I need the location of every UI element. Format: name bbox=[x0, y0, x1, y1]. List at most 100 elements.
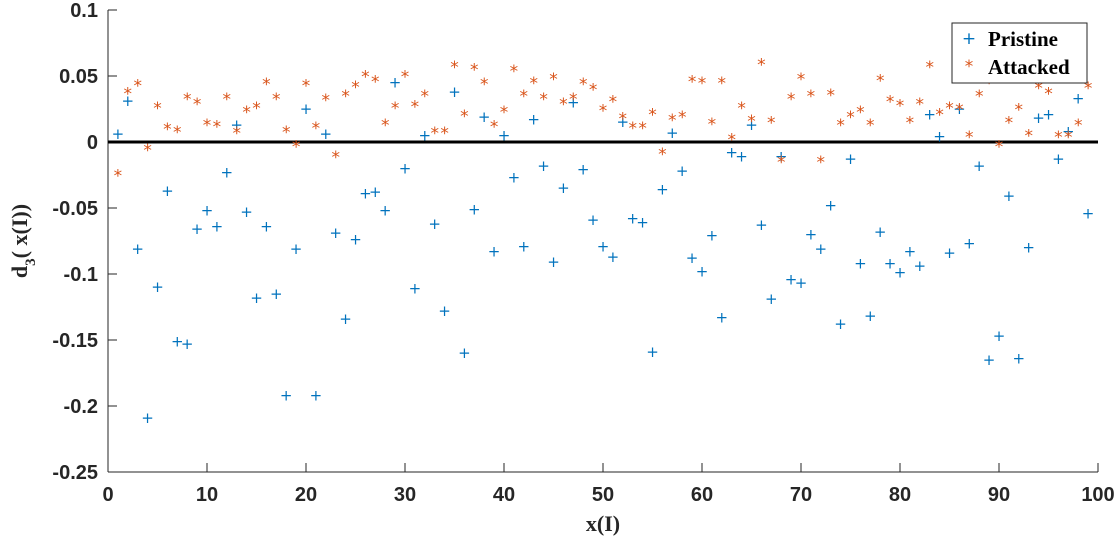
data-point-attacked: * bbox=[609, 92, 618, 112]
data-point-pristine: + bbox=[953, 100, 966, 118]
data-point-pristine: + bbox=[537, 157, 550, 175]
data-point-attacked: * bbox=[846, 108, 855, 128]
data-point-attacked: * bbox=[282, 123, 291, 143]
legend-marker-attacked: * bbox=[965, 57, 974, 77]
data-point-attacked: * bbox=[807, 87, 816, 107]
x-axis-ticks: 0 10 20 30 40 50 60 70 80 90 100 bbox=[102, 463, 1115, 506]
data-point-attacked: * bbox=[124, 84, 133, 104]
data-point-pristine: + bbox=[755, 216, 768, 234]
data-point-pristine: + bbox=[745, 116, 758, 134]
data-point-pristine: + bbox=[240, 203, 253, 221]
data-point-attacked: * bbox=[183, 90, 192, 110]
data-point-pristine: + bbox=[943, 244, 956, 262]
y-tick-label: -0.15 bbox=[52, 330, 98, 352]
data-point-attacked: * bbox=[193, 95, 202, 115]
series-layer: ++++++++++++++++++++++++++++++++++++++++… bbox=[112, 55, 1095, 426]
data-point-attacked: * bbox=[856, 103, 865, 123]
x-axis-label: x(I) bbox=[586, 511, 620, 536]
data-point-attacked: * bbox=[302, 77, 311, 97]
y-axis-label: d3( x(I)) bbox=[7, 204, 39, 278]
data-point-attacked: * bbox=[787, 90, 796, 110]
data-point-pristine: + bbox=[834, 315, 847, 333]
data-point-attacked: * bbox=[252, 99, 261, 119]
data-point-attacked: * bbox=[490, 117, 499, 137]
data-point-pristine: + bbox=[597, 237, 610, 255]
data-point-attacked: * bbox=[1024, 127, 1033, 147]
data-point-pristine: + bbox=[785, 270, 798, 288]
data-point-pristine: + bbox=[438, 302, 451, 320]
data-point-attacked: * bbox=[925, 58, 934, 78]
x-tick-label: 90 bbox=[988, 484, 1010, 506]
data-point-pristine: + bbox=[884, 254, 897, 272]
data-point-pristine: + bbox=[300, 100, 313, 118]
data-point-attacked: * bbox=[292, 137, 301, 157]
data-point-attacked: * bbox=[331, 148, 340, 168]
data-point-pristine: + bbox=[607, 248, 620, 266]
data-point-pristine: + bbox=[171, 332, 184, 350]
data-point-attacked: * bbox=[143, 141, 152, 161]
data-point-attacked: * bbox=[470, 61, 479, 81]
data-point-pristine: + bbox=[923, 105, 936, 123]
data-point-attacked: * bbox=[371, 73, 380, 93]
data-point-attacked: * bbox=[698, 74, 707, 94]
data-point-attacked: * bbox=[935, 106, 944, 126]
data-point-attacked: * bbox=[539, 90, 548, 110]
data-point-attacked: * bbox=[995, 137, 1004, 157]
data-point-attacked: * bbox=[430, 124, 439, 144]
series-attacked: ** **** ** ** **** ********** ** ******* *******… bbox=[114, 55, 1093, 186]
data-point-pristine: + bbox=[874, 223, 887, 241]
data-point-pristine: + bbox=[478, 108, 491, 126]
data-point-attacked: * bbox=[133, 77, 142, 97]
data-point-attacked: * bbox=[223, 90, 232, 110]
data-point-attacked: * bbox=[421, 87, 430, 107]
data-point-pristine: + bbox=[409, 280, 422, 298]
data-point-attacked: * bbox=[510, 62, 519, 82]
data-point-attacked: * bbox=[440, 124, 449, 144]
data-point-pristine: + bbox=[1013, 349, 1026, 367]
data-point-pristine: + bbox=[518, 237, 531, 255]
data-point-pristine: + bbox=[1042, 105, 1055, 123]
x-tick-label: 20 bbox=[295, 484, 317, 506]
data-point-pristine: + bbox=[844, 150, 857, 168]
data-point-attacked: * bbox=[1005, 114, 1014, 134]
y-tick-label: -0.2 bbox=[64, 396, 98, 418]
data-point-attacked: * bbox=[203, 116, 212, 136]
data-point-pristine: + bbox=[280, 386, 293, 404]
data-point-attacked: * bbox=[232, 124, 241, 144]
data-point-attacked: * bbox=[569, 90, 578, 110]
y-tick-label: -0.1 bbox=[64, 264, 98, 286]
data-point-pristine: + bbox=[824, 196, 837, 214]
data-point-pristine: + bbox=[676, 162, 689, 180]
data-point-attacked: * bbox=[1044, 84, 1053, 104]
data-point-attacked: * bbox=[341, 87, 350, 107]
data-point-attacked: * bbox=[173, 123, 182, 143]
data-point-attacked: * bbox=[114, 166, 123, 186]
data-point-attacked: * bbox=[619, 110, 628, 130]
data-point-attacked: * bbox=[351, 78, 360, 98]
x-tick-label: 30 bbox=[394, 484, 416, 506]
data-point-attacked: * bbox=[589, 81, 598, 101]
legend-label-attacked: Attacked bbox=[988, 55, 1070, 79]
data-point-attacked: * bbox=[450, 58, 459, 78]
data-point-pristine: + bbox=[1072, 89, 1085, 107]
data-point-pristine: + bbox=[527, 111, 540, 129]
data-point-pristine: + bbox=[963, 235, 976, 253]
data-point-attacked: * bbox=[727, 131, 736, 151]
data-point-pristine: + bbox=[448, 83, 461, 101]
data-point-attacked: * bbox=[708, 115, 717, 135]
data-point-pristine: + bbox=[993, 327, 1006, 345]
data-point-attacked: * bbox=[678, 108, 687, 128]
data-point-pristine: + bbox=[864, 307, 877, 325]
data-point-pristine: + bbox=[716, 309, 729, 327]
data-point-pristine: + bbox=[310, 386, 323, 404]
data-point-pristine: + bbox=[725, 144, 738, 162]
x-tick-label: 100 bbox=[1081, 484, 1114, 506]
data-point-attacked: * bbox=[391, 99, 400, 119]
data-point-pristine: + bbox=[458, 344, 471, 362]
data-point-pristine: + bbox=[626, 210, 639, 228]
data-point-pristine: + bbox=[587, 211, 600, 229]
data-point-attacked: * bbox=[1015, 100, 1024, 120]
x-tick-label: 70 bbox=[790, 484, 812, 506]
data-point-pristine: + bbox=[914, 257, 927, 275]
